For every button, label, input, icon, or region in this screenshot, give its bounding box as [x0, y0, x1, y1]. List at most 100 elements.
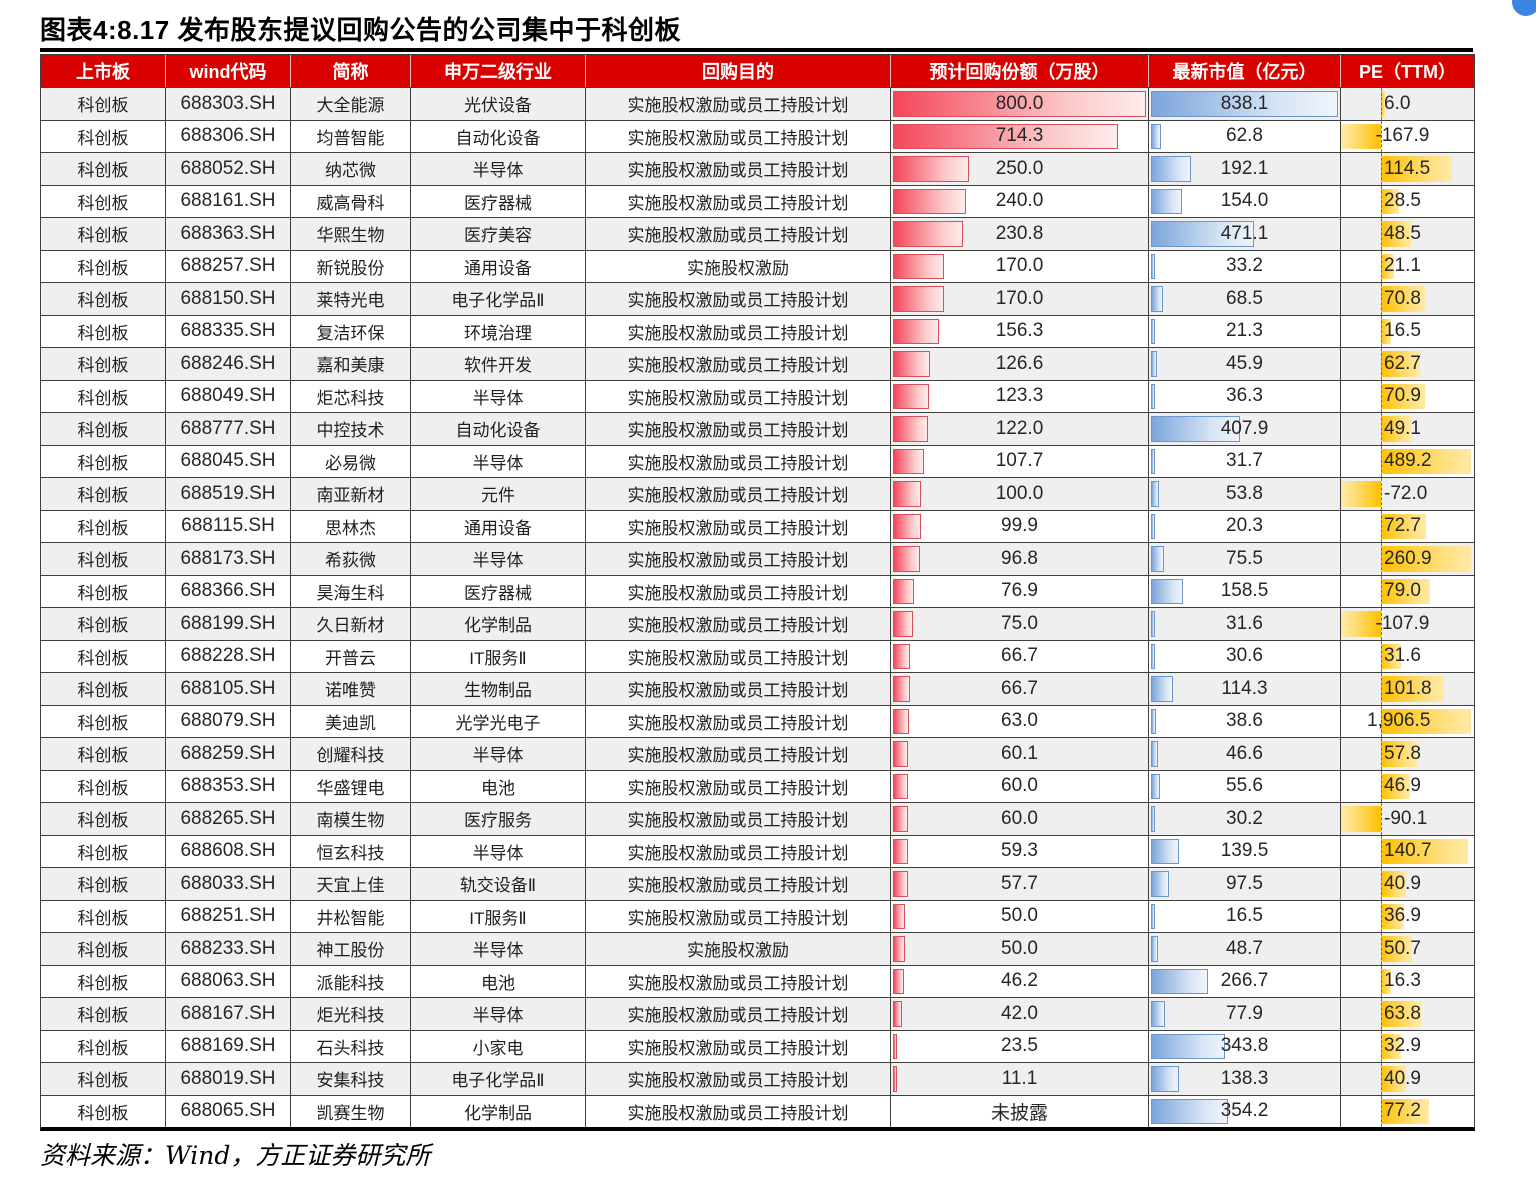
buyback-bar: [893, 676, 911, 702]
pe-zero-axis: [1381, 380, 1382, 412]
pe-bar: [1381, 676, 1445, 702]
cell-name: 嘉和美康: [291, 348, 411, 380]
pe-zero-axis: [1381, 640, 1382, 672]
mcap-bar: [1151, 871, 1170, 897]
mcap-value: 68.5: [1226, 287, 1263, 309]
mcap-bar: [1151, 253, 1155, 279]
cell-code: 688251.SH: [166, 900, 291, 932]
pe-bar: [1381, 91, 1385, 117]
column-header-6: 最新市值（亿元）: [1149, 55, 1341, 87]
table-row: 科创板 688257.SH 新锐股份 通用设备 实施股权激励 170.0 33.2 21.1: [41, 249, 1474, 282]
cell-pe: 49.1: [1341, 413, 1474, 445]
cell-pe: -72.0: [1341, 478, 1474, 510]
cell-purpose: 实施股权激励或员工持股计划: [586, 705, 891, 737]
cell-industry: 医疗器械: [411, 575, 586, 607]
buyback-value: 23.5: [1001, 1035, 1038, 1057]
buyback-bar: [893, 91, 1146, 117]
pe-value: 28.5: [1384, 190, 1421, 212]
pe-value: 48.5: [1384, 222, 1421, 244]
mcap-bar: [1151, 676, 1174, 702]
cell-board: 科创板: [41, 185, 166, 217]
buyback-bar: [893, 481, 922, 507]
pe-value: 114.5: [1384, 157, 1431, 179]
column-header-2: 简称: [291, 55, 411, 87]
cell-buyback: 50.0: [891, 933, 1149, 965]
cell-mcap: 192.1: [1149, 153, 1341, 185]
mcap-value: 36.3: [1226, 385, 1263, 407]
mcap-value: 154.0: [1220, 190, 1269, 212]
buyback-value: 240.0: [995, 190, 1044, 212]
buyback-value: 96.8: [1001, 547, 1038, 569]
cell-buyback: 23.5: [891, 1030, 1149, 1062]
cell-code: 688105.SH: [166, 673, 291, 705]
cell-board: 科创板: [41, 218, 166, 250]
buyback-value: 11.1: [1001, 1067, 1038, 1089]
column-header-0: 上市板: [41, 55, 166, 87]
pe-bar: [1381, 416, 1412, 442]
pe-zero-axis: [1381, 900, 1382, 932]
cell-name: 恒玄科技: [291, 835, 411, 867]
cell-buyback: 170.0: [891, 283, 1149, 315]
pe-value: 1,906.5: [1367, 710, 1431, 732]
buyback-bar: [893, 903, 906, 929]
pe-value: 40.9: [1384, 872, 1421, 894]
pe-value: -167.9: [1375, 125, 1430, 147]
mcap-value: 838.1: [1220, 92, 1269, 114]
cell-purpose: 实施股权激励或员工持股计划: [586, 120, 891, 152]
cell-name: 创耀科技: [291, 738, 411, 770]
cell-pe: 260.9: [1341, 543, 1474, 575]
cell-name: 南模生物: [291, 803, 411, 835]
mcap-value: 55.6: [1226, 775, 1263, 797]
cell-purpose: 实施股权激励: [586, 250, 891, 282]
cell-name: 石头科技: [291, 1030, 411, 1062]
cell-code: 688115.SH: [166, 510, 291, 542]
cell-code: 688045.SH: [166, 445, 291, 477]
cell-mcap: 343.8: [1149, 1030, 1341, 1062]
cell-code: 688169.SH: [166, 1030, 291, 1062]
corner-logo-dot: [1512, 0, 1536, 16]
pe-bar: [1381, 351, 1420, 377]
mcap-bar: [1151, 318, 1155, 344]
cell-code: 688363.SH: [166, 218, 291, 250]
pe-zero-axis: [1381, 478, 1382, 510]
mcap-bar: [1151, 806, 1155, 832]
buyback-bar: [893, 188, 967, 214]
pe-bar: [1381, 643, 1401, 669]
cell-purpose: 实施股权激励或员工持股计划: [586, 445, 891, 477]
mcap-bar: [1151, 578, 1184, 604]
cell-purpose: 实施股权激励或员工持股计划: [586, 640, 891, 672]
cell-purpose: 实施股权激励或员工持股计划: [586, 608, 891, 640]
table-row: 科创板 688363.SH 华熙生物 医疗美容 实施股权激励或员工持股计划 230.8 47…: [41, 217, 1474, 250]
cell-mcap: 62.8: [1149, 120, 1341, 152]
mcap-bar: [1151, 481, 1160, 507]
buyback-value: 63.0: [1001, 710, 1038, 732]
cell-mcap: 31.7: [1149, 445, 1341, 477]
table-row: 科创板 688199.SH 久日新材 化学制品 实施股权激励或员工持股计划 75.0 31.…: [41, 607, 1474, 640]
cell-board: 科创板: [41, 933, 166, 965]
mcap-value: 343.8: [1220, 1035, 1269, 1057]
cell-board: 科创板: [41, 283, 166, 315]
cell-industry: 半导体: [411, 153, 586, 185]
table-row: 科创板 688246.SH 嘉和美康 软件开发 实施股权激励或员工持股计划 126.6 45…: [41, 347, 1474, 380]
cell-pe: 70.9: [1341, 380, 1474, 412]
cell-pe: 40.9: [1341, 1063, 1474, 1095]
mcap-bar: [1151, 286, 1163, 312]
mcap-value: 30.6: [1226, 645, 1263, 667]
cell-purpose: 实施股权激励或员工持股计划: [586, 543, 891, 575]
pe-value: 77.2: [1384, 1100, 1421, 1122]
cell-purpose: 实施股权激励或员工持股计划: [586, 673, 891, 705]
mcap-bar: [1151, 1001, 1165, 1027]
pe-zero-axis: [1381, 868, 1382, 900]
buyback-value: 123.3: [995, 385, 1044, 407]
table-row: 科创板 688105.SH 诺唯赞 生物制品 实施股权激励或员工持股计划 66.7 114.…: [41, 672, 1474, 705]
cell-industry: 医疗服务: [411, 803, 586, 835]
mcap-bar: [1151, 416, 1240, 442]
cell-purpose: 实施股权激励或员工持股计划: [586, 575, 891, 607]
pe-zero-axis: [1381, 575, 1382, 607]
cell-purpose: 实施股权激励或员工持股计划: [586, 510, 891, 542]
cell-name: 诺唯赞: [291, 673, 411, 705]
column-header-1: wind代码: [166, 55, 291, 87]
title-rule: [40, 48, 1473, 52]
cell-pe: 16.5: [1341, 315, 1474, 347]
table-row: 科创板 688173.SH 希荻微 半导体 实施股权激励或员工持股计划 96.8 75.5 2…: [41, 542, 1474, 575]
